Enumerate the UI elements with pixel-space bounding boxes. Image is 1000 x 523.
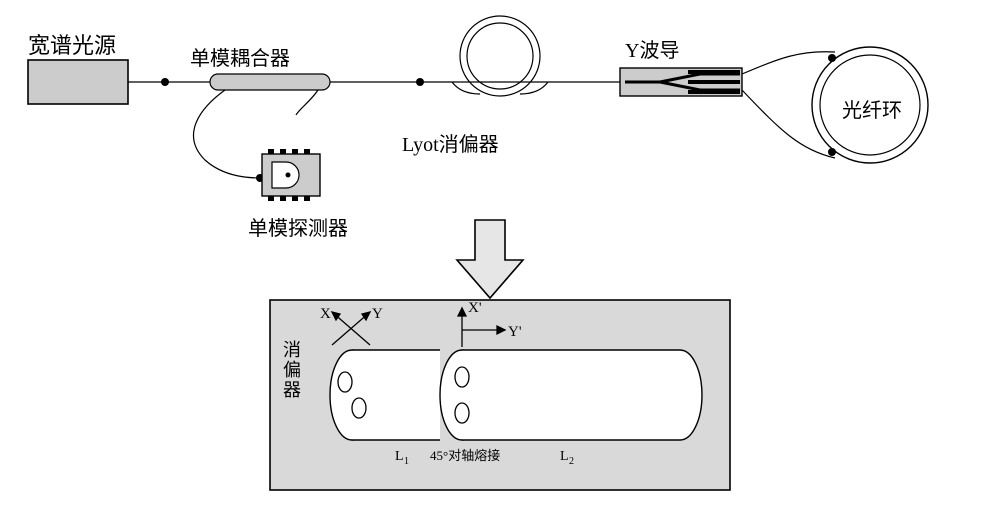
label-L1: L <box>395 449 404 464</box>
label-coupler: 单模耦合器 <box>190 42 290 71</box>
label-depolarizer: Lyot消偏器 <box>402 128 499 157</box>
broadband-source <box>28 60 128 104</box>
label-Xp: X' <box>468 300 482 316</box>
fiber-coupler-short-tail <box>296 90 318 115</box>
label-X: X <box>320 306 331 322</box>
label-L2: L <box>560 449 569 464</box>
label-ywaveguide: Y波导 <box>625 34 679 63</box>
label-splice: 45°对轴熔接 <box>430 448 500 463</box>
label-detector: 单模探测器 <box>248 212 348 241</box>
node-2 <box>416 78 424 86</box>
label-L1-sub: 1 <box>404 456 409 467</box>
fiber-to-ring-top <box>742 52 835 74</box>
lyot-depolarizer-loop <box>452 16 548 96</box>
label-fiber-ring: 光纤环 <box>842 94 902 123</box>
label-L2-sub: 2 <box>569 456 574 467</box>
label-Y: Y <box>372 306 383 322</box>
y-waveguide <box>620 68 742 96</box>
fiber-cylinder-L1 <box>330 350 440 440</box>
label-depol-box: 消偏器 <box>278 340 304 400</box>
single-mode-detector <box>262 149 320 201</box>
fiber-to-ring-bot <box>742 90 835 158</box>
node-1 <box>161 78 169 86</box>
label-source: 宽谱光源 <box>28 28 116 60</box>
fiber-coupler-tail <box>194 90 262 178</box>
single-mode-coupler <box>210 74 330 90</box>
down-arrow-icon <box>457 220 523 298</box>
fiber-cylinder-L2 <box>440 350 702 440</box>
label-Yp: Y' <box>508 324 522 340</box>
